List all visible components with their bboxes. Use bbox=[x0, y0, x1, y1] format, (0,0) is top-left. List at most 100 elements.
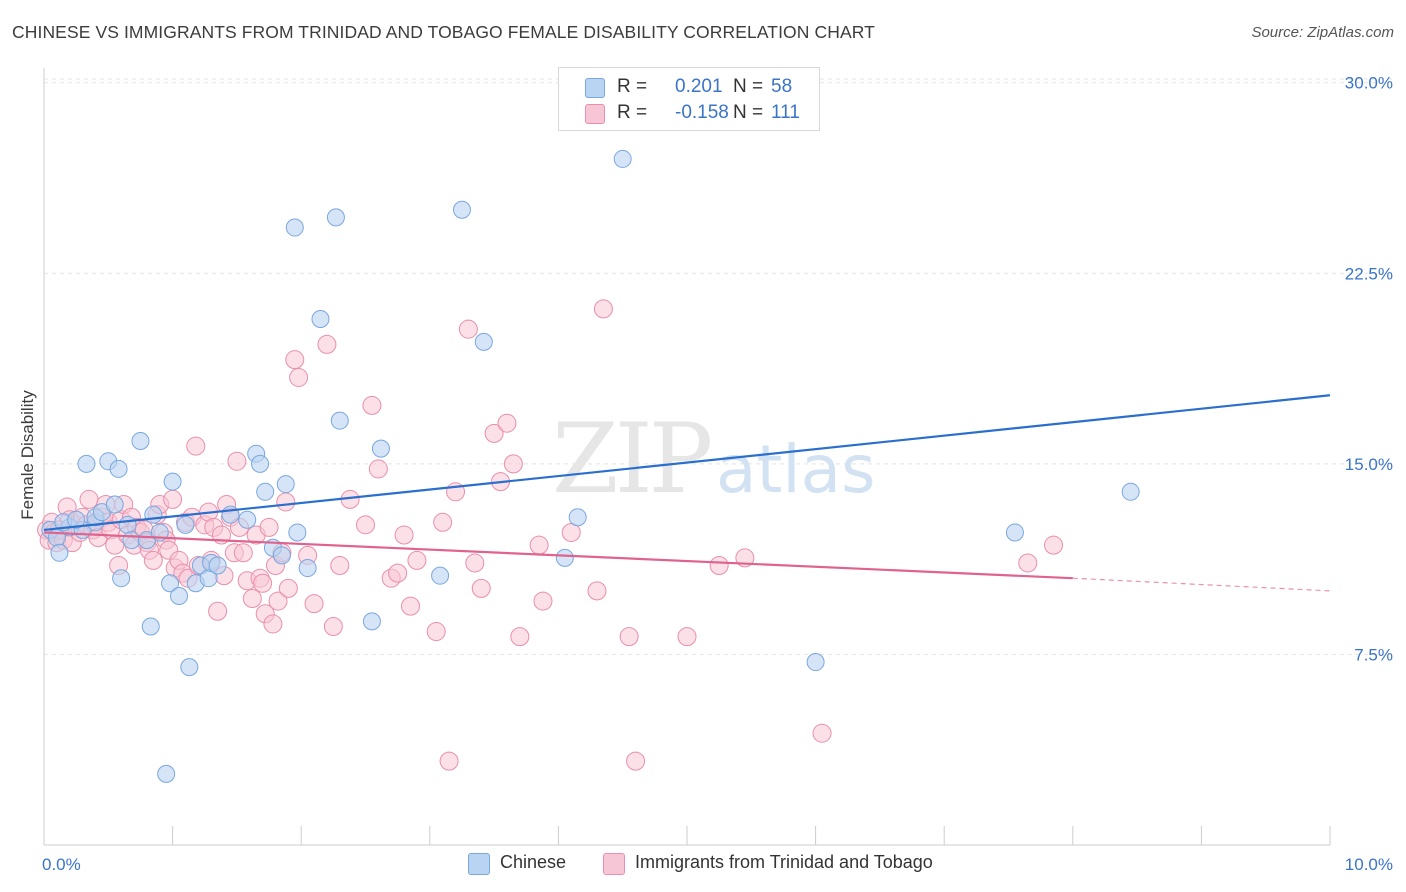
trinidad-point bbox=[1044, 535, 1064, 555]
chinese-point bbox=[161, 574, 180, 593]
trinidad-point bbox=[433, 512, 453, 532]
source-label: Source: ZipAtlas.com bbox=[1251, 24, 1394, 41]
chinese-point bbox=[474, 332, 493, 351]
x-tick-label: 10.0% bbox=[1345, 855, 1393, 874]
chinese-point bbox=[141, 617, 160, 636]
chinese-point bbox=[362, 612, 381, 631]
trinidad-points bbox=[37, 299, 1064, 771]
chinese-point bbox=[176, 515, 195, 534]
watermark: ZIP atlas bbox=[552, 403, 876, 515]
trinidad-legend-label: Immigrants from Trinidad and Tobago bbox=[635, 852, 933, 872]
chinese-point bbox=[157, 764, 176, 783]
trinidad-point bbox=[368, 459, 388, 479]
trinidad-swatch bbox=[585, 104, 605, 124]
trinidad-point bbox=[510, 627, 530, 647]
chinese-point bbox=[298, 559, 317, 578]
trinidad-point bbox=[533, 591, 553, 611]
chart-title: CHINESE VS IMMIGRANTS FROM TRINIDAD AND … bbox=[12, 22, 875, 42]
tick-labels: 7.5% 15.0% 22.5% 30.0% 0.0% 10.0% bbox=[42, 74, 1393, 874]
trinidad-point bbox=[253, 573, 273, 593]
chinese-point bbox=[163, 472, 182, 491]
chinese-point bbox=[1005, 523, 1024, 542]
chinese-point bbox=[371, 439, 390, 458]
chinese-point bbox=[50, 543, 69, 562]
trinidad-point bbox=[626, 751, 646, 771]
chinese-point bbox=[272, 546, 291, 565]
chinese-point bbox=[613, 149, 632, 168]
chinese-point bbox=[118, 515, 137, 534]
chinese-trend-line bbox=[43, 394, 1331, 532]
trinidad-point bbox=[263, 614, 283, 634]
trinidad-point bbox=[388, 563, 408, 583]
trinidad-point bbox=[276, 492, 296, 512]
chinese-point bbox=[288, 523, 307, 542]
trinidad-point bbox=[289, 367, 309, 387]
r-label: R = bbox=[617, 102, 648, 123]
trinidad-point bbox=[497, 413, 517, 433]
trinidad-point bbox=[208, 601, 228, 621]
chinese-point bbox=[208, 556, 227, 575]
chinese-point bbox=[109, 459, 128, 478]
trinidad-point bbox=[426, 622, 446, 642]
y-tick-label: 30.0% bbox=[1345, 74, 1393, 93]
trinidad-point bbox=[362, 395, 382, 415]
trinidad-point bbox=[330, 555, 350, 575]
trinidad-trend-extension bbox=[1072, 577, 1331, 592]
trinidad-point bbox=[587, 581, 607, 601]
chinese-legend-swatch bbox=[468, 853, 490, 875]
axes bbox=[43, 68, 1331, 846]
trinidad-point bbox=[407, 550, 427, 570]
correlation-legend: R = 0.201 N = 58 R = -0.158 N = 111 bbox=[558, 67, 820, 131]
watermark-atlas: atlas bbox=[716, 431, 876, 508]
trinidad-point bbox=[278, 578, 298, 598]
n-value-chinese: 58 bbox=[771, 76, 793, 97]
chinese-point bbox=[276, 475, 295, 494]
trinidad-point bbox=[503, 454, 523, 474]
chinese-point bbox=[452, 200, 471, 219]
chinese-point bbox=[251, 454, 270, 473]
chinese-point bbox=[238, 510, 257, 529]
chinese-point bbox=[122, 531, 141, 550]
trinidad-point bbox=[401, 596, 421, 616]
chinese-point bbox=[77, 454, 96, 473]
trinidad-point bbox=[227, 451, 247, 471]
chinese-point bbox=[555, 548, 574, 567]
chinese-point bbox=[112, 569, 131, 588]
trinidad-point bbox=[186, 436, 206, 456]
trinidad-point bbox=[233, 543, 253, 563]
trinidad-point bbox=[439, 751, 459, 771]
trinidad-legend-swatch bbox=[603, 853, 625, 875]
y-axis-label: Female Disability bbox=[18, 390, 37, 520]
chinese-point bbox=[330, 411, 349, 430]
chinese-point bbox=[144, 505, 163, 524]
chinese-legend-label: Chinese bbox=[500, 852, 567, 872]
trinidad-point bbox=[143, 550, 163, 570]
trinidad-trend-line bbox=[43, 531, 1073, 580]
trinidad-point bbox=[394, 525, 414, 545]
r-value-trinidad: -0.158 bbox=[675, 102, 729, 123]
trinidad-point bbox=[79, 489, 99, 509]
n-value-trinidad: 111 bbox=[771, 102, 800, 123]
trinidad-point bbox=[304, 594, 324, 614]
chinese-point bbox=[180, 658, 199, 677]
trinidad-point bbox=[268, 591, 288, 611]
chinese-point bbox=[806, 653, 825, 672]
chinese-point bbox=[256, 482, 275, 501]
chinese-point bbox=[131, 431, 150, 450]
trinidad-point bbox=[677, 627, 697, 647]
trinidad-point bbox=[317, 334, 337, 354]
y-tick-label: 15.0% bbox=[1345, 455, 1393, 474]
trinidad-point bbox=[242, 589, 262, 609]
chinese-point bbox=[1121, 482, 1140, 501]
n-label: N = bbox=[733, 76, 764, 97]
chinese-point bbox=[326, 208, 345, 227]
y-tick-label: 7.5% bbox=[1354, 645, 1393, 664]
trinidad-point bbox=[593, 299, 613, 319]
trend-lines bbox=[43, 394, 1331, 592]
chinese-point bbox=[105, 495, 124, 514]
n-label: N = bbox=[733, 102, 764, 123]
chinese-point bbox=[170, 586, 189, 605]
chinese-swatch bbox=[585, 78, 605, 98]
trinidad-point bbox=[471, 578, 491, 598]
